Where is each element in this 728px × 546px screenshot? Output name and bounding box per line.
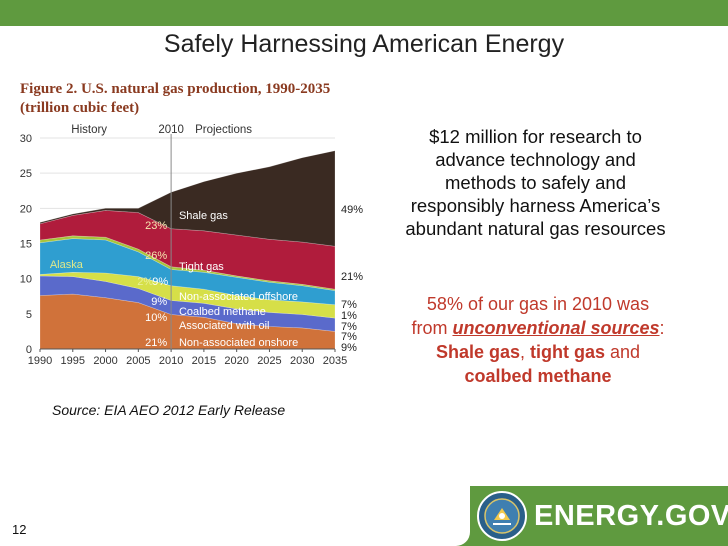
- label-alaska: Alaska: [50, 259, 84, 271]
- share-2035-extra: 9%: [341, 342, 357, 354]
- energy-gov-logo: ENERGY.GOV: [534, 500, 728, 532]
- funding-line: responsibly harness America’s: [410, 195, 661, 216]
- label-layer: History 2010 Projections Shale gas 23% 49% Tig…: [50, 124, 363, 354]
- projections-label: Projections: [195, 124, 252, 136]
- history-label: History: [71, 124, 107, 136]
- claim-suffix: :: [659, 318, 665, 338]
- share-2035-offshore: 7%: [341, 299, 357, 311]
- share-2035-coalbed: 1%: [341, 310, 357, 322]
- y-tick-label: 0: [26, 344, 32, 356]
- claim-sep: ,: [519, 342, 530, 362]
- funding-text: $12 million for research to advance tech…: [378, 125, 693, 240]
- claim-tight: tight gas: [530, 342, 605, 362]
- x-tick-label: 2015: [192, 355, 216, 367]
- doe-seal-icon: [477, 491, 527, 541]
- claim-line3: Shale gas, tight gas and: [388, 340, 688, 364]
- share-2010-associated: 10%: [145, 312, 167, 324]
- x-tick-label: 2010: [159, 355, 183, 367]
- claim-shale: Shale gas: [435, 342, 520, 362]
- label-offshore: Non-associated offshore: [179, 291, 298, 303]
- funding-line: methods to safely and: [445, 172, 626, 193]
- claim-line2: from unconventional sources:: [388, 316, 688, 340]
- label-associated: Associated with oil: [179, 320, 270, 332]
- top-bar: [0, 0, 728, 26]
- share-2010-onshore: 21%: [145, 337, 167, 349]
- y-tick-label: 5: [26, 309, 32, 321]
- area-layer: [39, 150, 336, 350]
- label-shale-gas: Shale gas: [179, 210, 228, 222]
- y-tick-label: 15: [20, 239, 32, 251]
- claim-emphasis: unconventional sources: [452, 318, 660, 338]
- x-tick-label: 1995: [61, 355, 85, 367]
- share-2035-shale: 49%: [341, 204, 363, 216]
- y-tick-label: 30: [20, 133, 32, 145]
- page-number: 12: [12, 522, 27, 537]
- x-tick-label: 1990: [28, 355, 52, 367]
- unconventional-claim: 58% of our gas in 2010 was from unconven…: [388, 292, 688, 388]
- area-shale-gas: [39, 150, 336, 247]
- figure-title-line1: Figure 2. U.S. natural gas production, 1…: [20, 81, 331, 97]
- share-2010-coalbed: 9%: [151, 296, 167, 308]
- x-tick-label: 2020: [224, 355, 248, 367]
- x-tick-label: 2035: [323, 355, 347, 367]
- funding-line: $12 million for research to: [429, 126, 642, 147]
- title-panel: [20, 26, 728, 70]
- claim-line1: 58% of our gas in 2010 was: [426, 294, 650, 314]
- funding-line: advance technology and: [435, 149, 636, 170]
- chart-source: Source: EIA AEO 2012 Early Release: [52, 402, 286, 418]
- funding-line: abundant natural gas resources: [405, 218, 666, 239]
- label-onshore: Non-associated onshore: [179, 337, 298, 349]
- figure-title-line2: (trillion cubic feet): [20, 100, 140, 116]
- x-tick-label: 2030: [290, 355, 314, 367]
- year-label: 2010: [158, 124, 184, 136]
- share-2010-offshore: 9%: [152, 276, 168, 288]
- label-coalbed: Coalbed methane: [179, 306, 266, 318]
- label-tight-gas: Tight gas: [179, 261, 224, 273]
- y-tick-label: 10: [20, 274, 32, 286]
- share-2035-tight: 21%: [341, 271, 363, 283]
- share-2010-tight: 26%: [145, 250, 167, 262]
- x-tick-label: 2025: [257, 355, 281, 367]
- claim-prefix: from: [411, 318, 453, 338]
- share-2010-shale: 23%: [145, 220, 167, 232]
- y-tick-label: 20: [20, 203, 32, 215]
- figure-title: Figure 2. U.S. natural gas production, 1…: [20, 80, 330, 118]
- claim-line4: coalbed methane: [388, 364, 688, 388]
- claim-sep: and: [605, 342, 641, 362]
- y-tick-label: 25: [20, 168, 32, 180]
- x-tick-label: 2005: [126, 355, 150, 367]
- share-2035-associated: 7%: [341, 321, 357, 333]
- slide-title: Safely Harnessing American Energy: [163, 30, 565, 58]
- share-2010-alaska: 2%: [137, 276, 153, 288]
- claim-coalbed: coalbed methane: [464, 366, 612, 386]
- footer-panel: [0, 486, 470, 546]
- share-2035-onshore: 7%: [341, 331, 357, 343]
- area-tight-gas: [39, 210, 336, 290]
- x-tick-label: 2000: [93, 355, 117, 367]
